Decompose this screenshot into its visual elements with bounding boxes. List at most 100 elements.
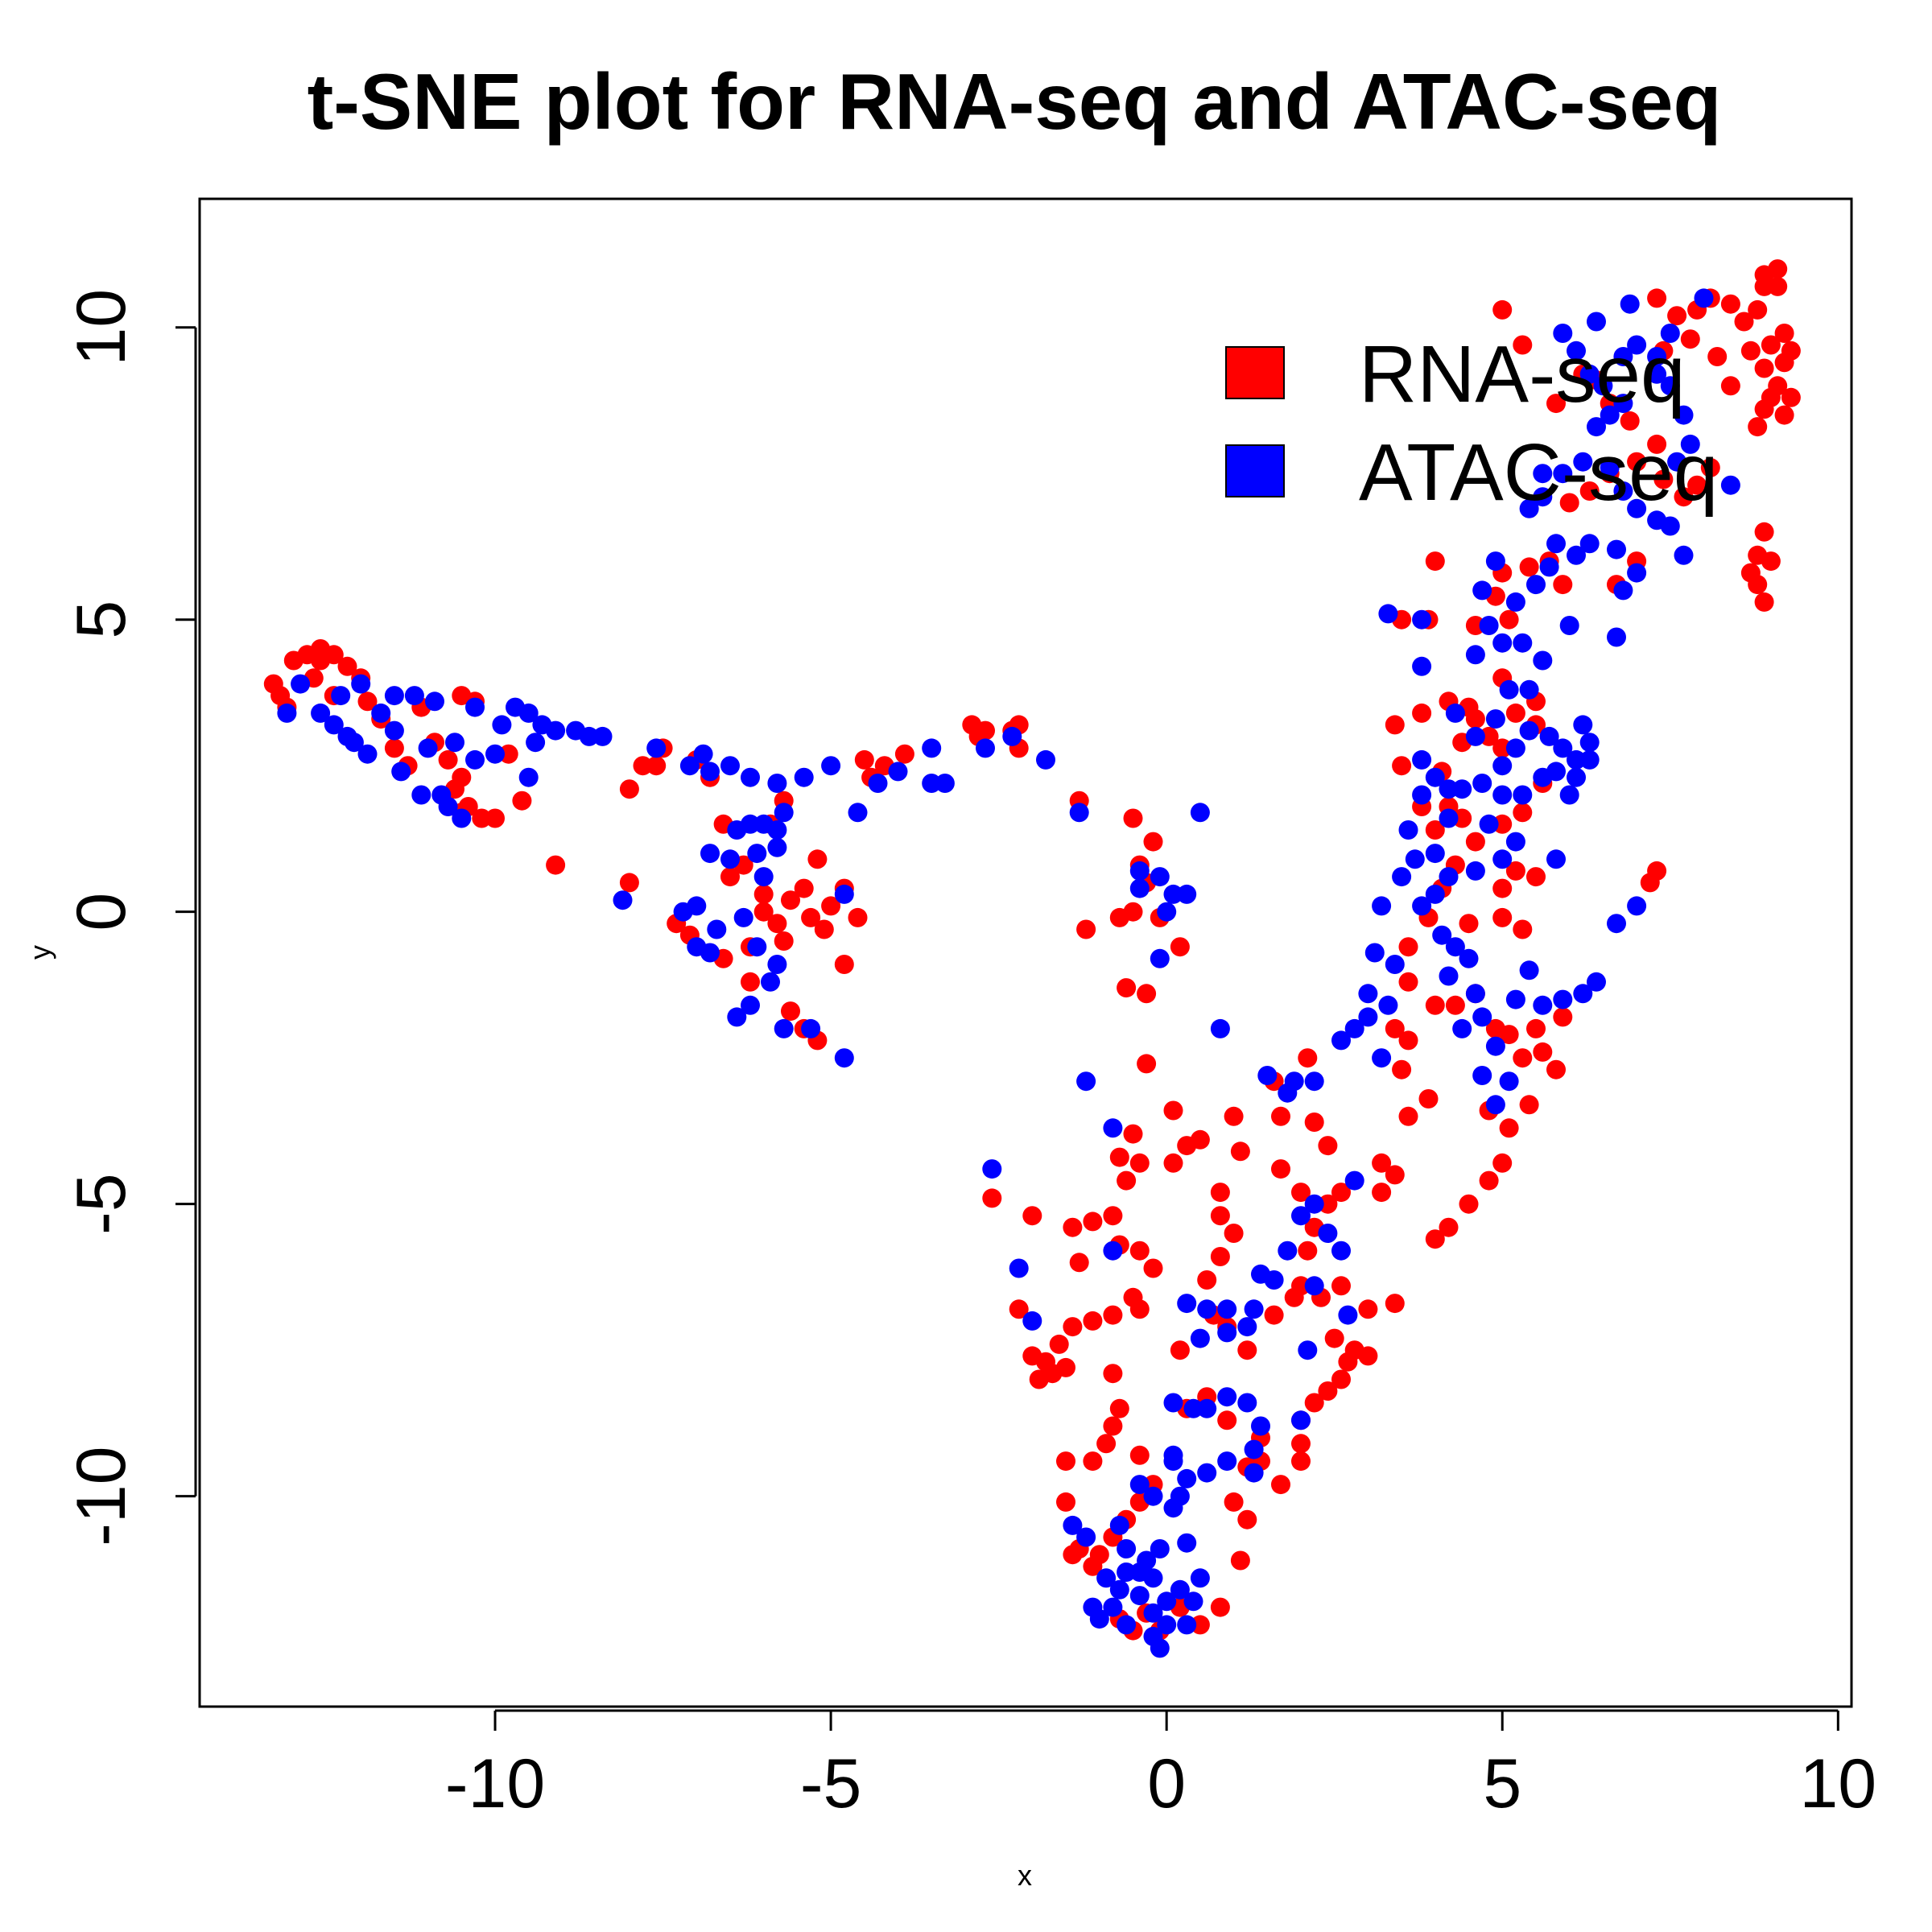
rna-seq-point-230 [1513,919,1533,939]
atac-seq-point-136 [1103,1597,1123,1617]
rna-seq-point-297 [1748,575,1768,595]
atac-seq-point-35 [646,738,667,758]
atac-seq-point-178 [1459,948,1479,968]
atac-seq-point-44 [767,820,787,840]
rna-seq-point-148 [1210,1597,1230,1617]
atac-seq-point-74 [922,738,942,758]
atac-seq-point-124 [1150,1539,1170,1558]
atac-seq-point-146 [1109,1515,1129,1535]
rna-seq-point-123 [1230,1141,1250,1162]
atac-seq-point-34 [613,890,633,910]
rna-seq-point-238 [1392,756,1412,776]
rna-seq-point-168 [1358,1346,1378,1366]
rna-seq-point-210 [1526,1018,1546,1038]
rna-seq-point-32 [646,756,667,776]
rna-seq-point-78 [1109,907,1129,927]
atac-seq-point-272 [1620,294,1640,314]
atac-seq-point-113 [1237,1393,1257,1413]
atac-seq-point-260 [1593,376,1613,396]
atac-seq-point-202 [1539,726,1559,746]
atac-seq-point-49 [774,803,794,823]
rna-seq-point-14 [384,738,404,758]
atac-seq-point-69 [834,884,854,904]
atac-seq-point-140 [1117,1539,1137,1558]
rna-seq-point-158 [1291,1451,1311,1472]
rna-seq-point-81 [1170,937,1190,957]
rna-seq-point-261 [1674,487,1694,507]
atac-seq-point-184 [1485,1095,1505,1115]
rna-seq-point-74 [1123,808,1143,828]
atac-seq-point-168 [1372,896,1392,916]
atac-seq-point-199 [1546,762,1566,782]
atac-seq-point-229 [1573,715,1593,735]
atac-seq-point-106 [1318,1224,1338,1243]
atac-seq-point-145 [1177,1615,1197,1635]
rna-seq-point-117 [1129,1299,1150,1319]
rna-seq-point-157 [1291,1434,1311,1454]
rna-seq-point-225 [1513,803,1533,823]
atac-seq-point-13 [418,738,438,758]
atac-seq-point-161 [1344,1018,1364,1038]
atac-seq-point-263 [1627,335,1647,355]
atac-seq-point-26 [546,720,566,741]
atac-seq-point-90 [1157,902,1177,922]
rna-seq-point-169 [1338,1352,1358,1372]
atac-seq-point-167 [1385,955,1405,974]
rna-seq-point-304 [1492,299,1513,320]
rna-seq-point-293 [1781,387,1801,407]
rna-seq-point-102 [1083,1311,1103,1331]
atac-seq-point-158 [1284,1071,1304,1092]
rna-seq-point-211 [1533,1042,1553,1062]
atac-seq-point-270 [1667,452,1687,472]
rna-seq-point-114 [1197,1270,1217,1290]
rna-seq-point-112 [982,1188,1002,1208]
atac-seq-point-99 [1244,1299,1264,1319]
atac-seq-point-109 [1338,1305,1358,1325]
atac-seq-point-105 [1304,1276,1324,1296]
atac-seq-point-216 [1519,679,1539,700]
atac-seq-point-278 [1607,627,1626,647]
atac-seq-point-135 [1109,1579,1129,1600]
rna-seq-point-63 [854,749,874,770]
atac-seq-point-92 [1190,803,1210,823]
atac-seq-point-267 [1660,376,1680,396]
atac-seq-point-10 [384,720,404,741]
atac-seq-point-213 [1465,726,1485,746]
x-tick-label-4: 10 [1799,1745,1876,1823]
atac-seq-point-129 [1170,1579,1190,1600]
rna-seq-point-194 [1398,972,1418,992]
atac-seq-point-192 [1465,861,1485,881]
rna-seq-point-165 [1331,1276,1351,1296]
rna-seq-point-83 [1137,984,1157,1004]
rna-seq-point-277 [1748,299,1768,320]
rna-seq-point-151 [1224,1492,1244,1512]
atac-seq-point-204 [1505,738,1525,758]
rna-seq-point-119 [1237,1340,1257,1360]
rna-seq-point-300 [1720,376,1740,396]
atac-seq-point-142 [1143,1603,1163,1623]
atac-seq-point-16 [438,797,458,816]
atac-seq-point-20 [465,697,485,717]
atac-seq-point-259 [1613,394,1633,414]
rna-seq-point-116 [1170,1340,1190,1360]
rna-seq-point-260 [1653,469,1674,489]
rna-seq-point-127 [1103,1416,1123,1436]
rna-seq-point-224 [1492,814,1513,834]
atac-seq-point-150 [1163,1445,1183,1465]
atac-seq-point-86 [1129,861,1150,881]
atac-seq-point-122 [1244,1439,1264,1459]
rna-seq-point-204 [1445,995,1465,1015]
rna-seq-point-90 [1117,1170,1137,1191]
atac-seq-point-159 [1304,1071,1324,1092]
atac-seq-point-138 [1083,1597,1103,1617]
atac-seq-point-123 [1244,1463,1264,1483]
rna-seq-point-222 [1553,1007,1573,1027]
atac-seq-point-63 [801,1018,821,1038]
rna-seq-point-12 [357,691,378,712]
rna-seq-point-257 [1579,481,1600,501]
rna-seq-point-199 [1465,832,1485,852]
atac-seq-point-67 [821,756,841,776]
rna-seq-point-242 [1465,709,1485,729]
rna-seq-point-203 [1459,914,1479,934]
atac-seq-point-3 [324,715,344,735]
